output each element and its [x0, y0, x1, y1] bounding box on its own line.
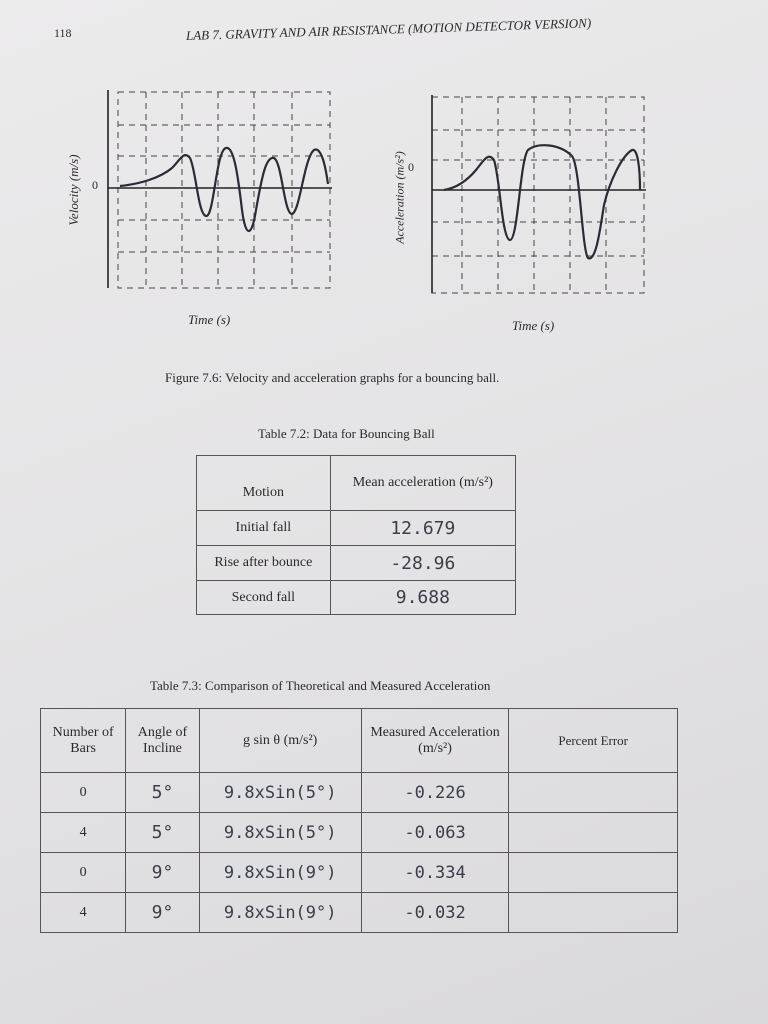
cell: Second fall — [196, 580, 331, 615]
empty-cell — [508, 772, 678, 813]
table: Number of Bars Angle of Incline g sin θ … — [39, 708, 678, 933]
empty-cell — [508, 892, 678, 933]
header-cell: g sin θ (m/s²) — [198, 708, 362, 773]
table-caption: Table 7.2: Data for Bouncing Ball — [258, 426, 435, 441]
header-cell: Mean acceleration (m/s²) — [329, 455, 517, 511]
handwritten-cell: 9.688 — [329, 580, 517, 615]
header-cell: Percent Error — [508, 708, 678, 773]
figure-caption: Figure 7.6: Velocity and acceleration gr… — [165, 370, 500, 385]
zero-label: 0 — [408, 160, 414, 174]
y-axis-label: Acceleration (m/s²) — [392, 151, 407, 244]
x-axis-label: Time (s) — [512, 318, 555, 333]
handwritten-cell: 9° — [125, 892, 200, 933]
handwritten-cell: -28.96 — [329, 545, 517, 581]
empty-cell — [508, 852, 678, 893]
handwritten-cell: 9.8xSin(5°) — [198, 812, 362, 853]
cell: 4 — [39, 892, 127, 933]
cell: 0 — [39, 772, 127, 813]
y-axis-label: Velocity (m/s) — [66, 154, 81, 226]
table: Motion Mean acceleration (m/s²) Initial f… — [196, 455, 517, 615]
x-axis-label: Time (s) — [188, 312, 231, 327]
handwritten-cell: 5° — [125, 812, 200, 853]
header-cell: Number of Bars — [39, 708, 127, 773]
handwritten-cell: 9° — [125, 852, 200, 893]
table-caption: Table 7.3: Comparison of Theoretical and… — [150, 678, 491, 693]
page-number: 118 — [54, 26, 72, 40]
cell: 0 — [39, 852, 127, 893]
handwritten-cell: 5° — [125, 772, 200, 813]
handwritten-cell: -0.032 — [360, 892, 510, 933]
header-cell: Motion — [196, 455, 331, 511]
empty-cell — [508, 812, 678, 853]
cell: 4 — [39, 812, 127, 853]
handwritten-cell: -0.063 — [360, 812, 510, 853]
cell: Initial fall — [196, 510, 331, 546]
handwritten-cell: -0.334 — [360, 852, 510, 893]
handwritten-cell: 9.8xSin(5°) — [198, 772, 362, 813]
header-cell: Angle of Incline — [125, 708, 200, 773]
cell: Rise after bounce — [196, 545, 331, 581]
handwritten-cell: 9.8xSin(9°) — [198, 892, 362, 933]
handwritten-cell: 12.679 — [329, 510, 517, 546]
handwritten-cell: -0.226 — [360, 772, 510, 813]
header-cell: Measured Acceleration (m/s²) — [360, 708, 510, 773]
handwritten-cell: 9.8xSin(9°) — [198, 852, 362, 893]
zero-label: 0 — [92, 178, 98, 192]
